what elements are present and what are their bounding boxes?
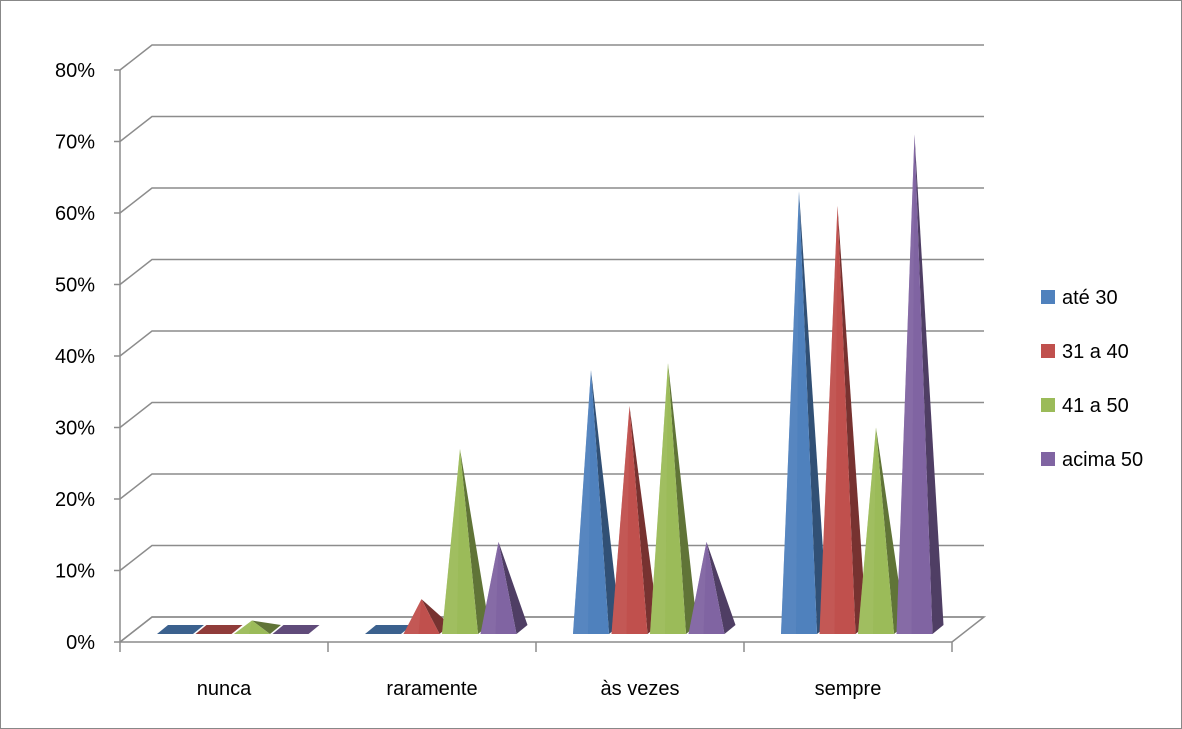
pyramid-bar <box>442 448 489 634</box>
pyramid-side-face <box>837 205 867 634</box>
pyramid-side-face <box>629 406 659 634</box>
pyramid-side-face <box>668 363 697 634</box>
x-axis-tick-labels: nunca raramente às vezes sempre <box>197 678 882 700</box>
pyramid-highlight <box>896 134 915 634</box>
gridline <box>119 473 984 500</box>
legend-item: até 30 <box>1041 287 1118 309</box>
pyramid-highlight <box>442 448 460 634</box>
legend-item: acima 50 <box>1041 449 1143 471</box>
pyramid-side-face <box>706 541 736 634</box>
pyramid-bar <box>195 625 243 634</box>
pyramid-base <box>195 625 243 634</box>
legend-swatch <box>1041 452 1055 466</box>
pyramid-highlight <box>650 363 668 634</box>
y-tick-label: 70% <box>55 132 95 154</box>
pyramid-bar <box>858 427 905 634</box>
pyramid-highlight <box>858 427 876 634</box>
gridlines <box>119 44 984 643</box>
pyramid-bar <box>480 541 528 634</box>
legend: até 30 31 a 40 41 a 50 acima 50 <box>1041 287 1143 471</box>
y-tick-label: 0% <box>66 632 95 654</box>
plot-series <box>157 134 944 635</box>
pyramid-highlight <box>403 599 422 634</box>
pyramid-side-face <box>876 427 905 634</box>
pyramid-side-face <box>252 620 281 634</box>
legend-swatch <box>1041 344 1055 358</box>
pyramid-bar <box>650 363 697 634</box>
pyramid-highlight <box>611 406 630 634</box>
gridline <box>119 44 984 71</box>
legend-label: acima 50 <box>1062 449 1143 471</box>
pyramid-base <box>157 625 204 634</box>
pyramid-side-face <box>799 191 828 635</box>
y-tick-label: 60% <box>55 203 95 225</box>
y-tick-label: 80% <box>55 60 95 82</box>
gridline <box>119 258 984 286</box>
pyramid-bar <box>781 191 828 635</box>
pyramid-side-face <box>498 541 528 634</box>
gridline <box>119 115 984 143</box>
pyramid-bar <box>272 625 320 634</box>
axes <box>114 69 953 652</box>
legend-label: 31 a 40 <box>1062 341 1129 363</box>
pyramid-bar <box>234 620 281 634</box>
y-tick-label: 20% <box>55 489 95 511</box>
y-tick-label: 50% <box>55 275 95 297</box>
pyramid-highlight <box>781 191 799 635</box>
pyramid-bar <box>819 205 867 634</box>
gridline <box>119 330 984 357</box>
pyramid-bar <box>157 625 204 634</box>
pyramid-bar <box>611 406 659 634</box>
pyramid-highlight <box>819 205 838 634</box>
pyramid-bar <box>896 134 944 634</box>
pyramid-highlight <box>573 370 591 634</box>
legend-swatch <box>1041 290 1055 304</box>
x-tick-label: às vezes <box>601 678 680 700</box>
y-tick-label: 30% <box>55 418 95 440</box>
pyramid-side-face <box>591 370 620 634</box>
x-tick-label: raramente <box>386 678 477 700</box>
pyramid-side-face <box>914 134 944 634</box>
legend-item: 41 a 50 <box>1041 395 1129 417</box>
y-axis-tick-labels: 0% 10% 20% 30% 40% 50% 60% 70% 80% <box>55 60 95 654</box>
pyramid-highlight <box>688 541 707 634</box>
legend-label: 41 a 50 <box>1062 395 1129 417</box>
gridline <box>119 401 984 429</box>
x-tick-label: nunca <box>197 678 252 700</box>
legend-item: 31 a 40 <box>1041 341 1129 363</box>
pyramid-highlight <box>234 620 252 634</box>
pyramid-bar <box>573 370 620 634</box>
legend-label: até 30 <box>1062 287 1118 309</box>
pyramid-bar <box>365 625 412 634</box>
pyramid-highlight <box>480 541 499 634</box>
y-tick-label: 40% <box>55 346 95 368</box>
legend-swatch <box>1041 398 1055 412</box>
pyramid-base <box>272 625 320 634</box>
gridline <box>119 187 984 214</box>
x-tick-label: sempre <box>815 678 882 700</box>
pyramid-base <box>365 625 412 634</box>
y-tick-label: 10% <box>55 561 95 583</box>
pyramid-bar <box>688 541 736 634</box>
pyramid-side-face <box>460 448 489 634</box>
